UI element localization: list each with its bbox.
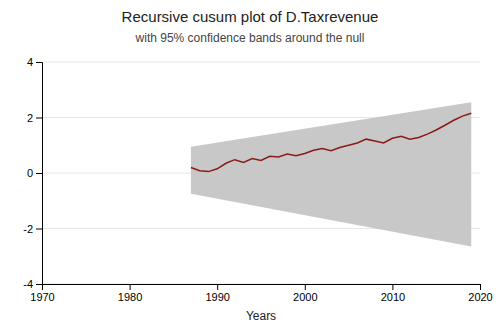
tick-label: 4 bbox=[27, 56, 33, 68]
grid-line bbox=[42, 62, 480, 63]
tick: 1970 bbox=[30, 284, 54, 303]
tick: 1990 bbox=[205, 284, 229, 303]
y-grid bbox=[42, 62, 480, 284]
tick: 2000 bbox=[293, 284, 317, 303]
tick-mark bbox=[36, 118, 42, 119]
tick-mark bbox=[217, 284, 218, 290]
tick-label: 2020 bbox=[468, 291, 492, 303]
title: Recursive cusum plot of D.Taxrevenue bbox=[122, 8, 379, 25]
tick-label: 1970 bbox=[30, 291, 54, 303]
tick-mark bbox=[36, 229, 42, 230]
y-axis: -4 -2 0 2 4 bbox=[23, 56, 42, 290]
tick-label: 2000 bbox=[293, 291, 317, 303]
tick: 2010 bbox=[381, 284, 405, 303]
x-axis-label: Years bbox=[246, 309, 276, 323]
axis-line bbox=[36, 63, 43, 285]
cusum-line bbox=[191, 113, 471, 171]
tick-label: 1990 bbox=[205, 291, 229, 303]
tick: -4 bbox=[23, 278, 42, 290]
tick-label: -4 bbox=[23, 278, 33, 290]
tick-label: 0 bbox=[27, 167, 33, 179]
plot-area bbox=[191, 102, 471, 246]
tick: 2020 bbox=[468, 284, 492, 303]
subtitle: with 95% confidence bands around the nul… bbox=[135, 31, 365, 45]
tick-mark bbox=[36, 173, 42, 174]
tick-label: 2 bbox=[27, 112, 33, 124]
tick-label: 1980 bbox=[118, 291, 142, 303]
chart: 1970 1980 1990 2000 2010 2020 -4 -2 0 2 4 Recursive… bbox=[0, 0, 500, 328]
tick: 0 bbox=[27, 167, 42, 179]
tick-label: -2 bbox=[23, 223, 33, 235]
x-axis: 1970 1980 1990 2000 2010 2020 bbox=[30, 284, 492, 303]
tick-label: 2010 bbox=[381, 291, 405, 303]
tick: -2 bbox=[23, 223, 42, 235]
tick-mark bbox=[480, 284, 481, 290]
tick-mark bbox=[36, 284, 42, 285]
tick-mark bbox=[36, 62, 42, 63]
tick: 1980 bbox=[118, 284, 142, 303]
tick-mark bbox=[130, 284, 131, 290]
tick: 4 bbox=[27, 56, 42, 68]
tick-mark bbox=[392, 284, 393, 290]
confidence-band bbox=[191, 102, 471, 246]
tick: 2 bbox=[27, 112, 42, 124]
axis-line bbox=[43, 285, 481, 291]
tick-mark bbox=[305, 284, 306, 290]
